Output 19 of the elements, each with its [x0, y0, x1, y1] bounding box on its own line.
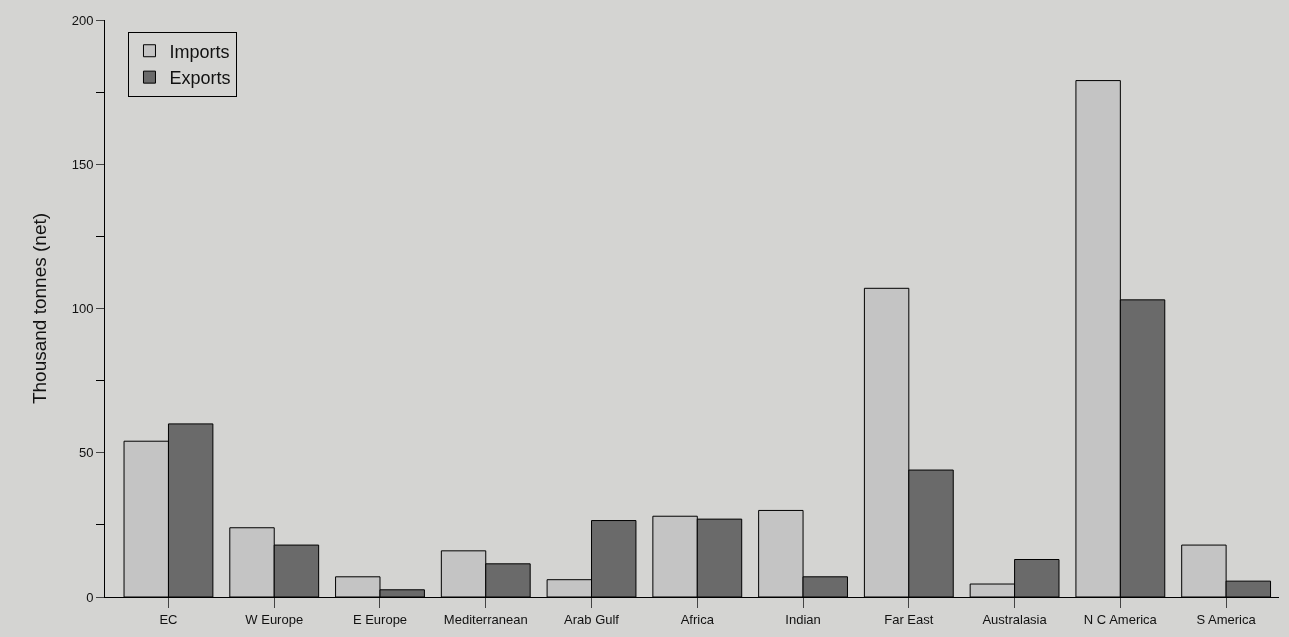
x-tick-label: S America [1196, 611, 1257, 627]
x-tick-label: E Europe [352, 611, 408, 627]
y-tick-label: 200 [71, 12, 94, 28]
y-axis-title: Thousand tonnes (net) [28, 212, 50, 405]
x-tick-label: Mediterranean [443, 611, 528, 627]
legend-label: Exports [169, 68, 231, 89]
y-tick-label: 0 [86, 589, 94, 605]
x-tick-label: N C America [1083, 611, 1158, 627]
x-tick-label: EC [159, 611, 178, 627]
x-tick-label: Africa [680, 611, 715, 627]
x-tick-label: Indian [785, 611, 821, 627]
x-tick-label: Arab Gulf [564, 611, 620, 627]
y-tick-label: 100 [71, 301, 94, 317]
y-tick-label: 150 [71, 156, 94, 172]
x-tick-label: Australasia [982, 611, 1048, 627]
x-tick-label: W Europe [245, 611, 304, 627]
legend-label: Imports [169, 41, 230, 62]
x-tick-label: Far East [884, 611, 934, 627]
y-tick-label: 50 [78, 445, 94, 461]
